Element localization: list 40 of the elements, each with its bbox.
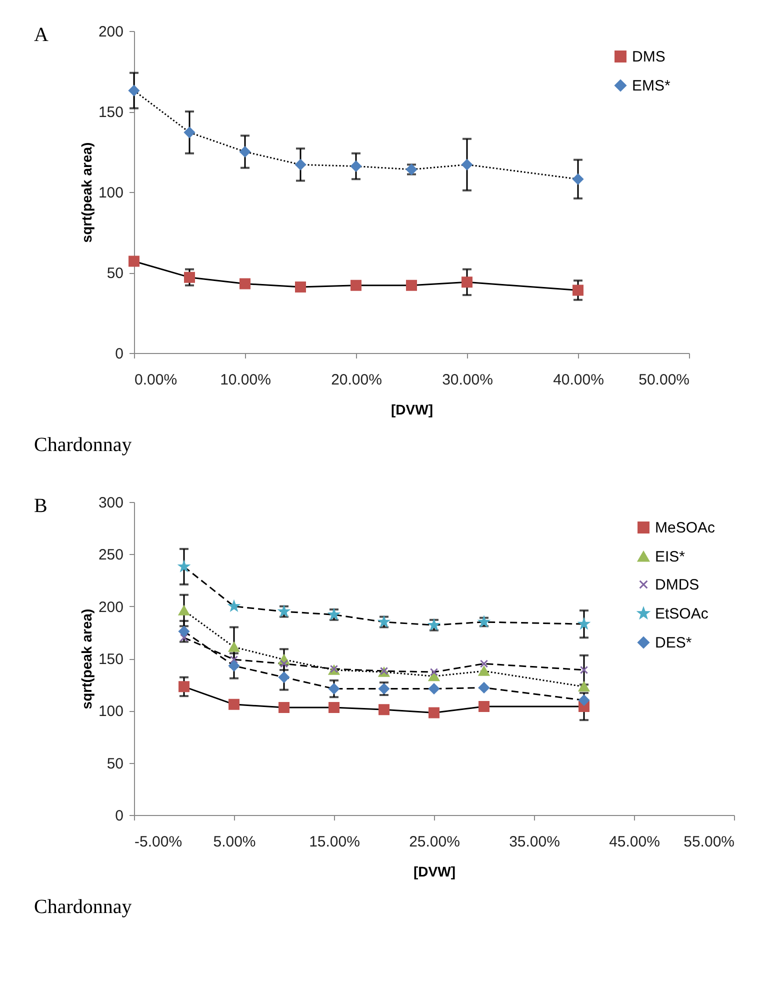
text: B: [34, 495, 48, 517]
y-tick-label: 100: [98, 184, 124, 202]
x-tick-label: 10.00%: [220, 372, 271, 388]
x-tick-label: 5.00%: [213, 834, 256, 850]
x-tick-label: 20.00%: [331, 372, 382, 388]
x-tick-label: 30.00%: [442, 372, 493, 388]
x-tick-label: -5.00%: [134, 834, 182, 850]
y-tick-label: 100: [98, 703, 124, 720]
y-tick-label: 250: [98, 546, 124, 564]
legend-label: EMS*: [632, 78, 671, 94]
text: Chardonnay: [34, 434, 132, 456]
y-tick-label: 50: [106, 265, 124, 282]
x-tick-label: 25.00%: [409, 834, 460, 850]
y-tick-label: 150: [98, 651, 124, 668]
legend-label: EtSOAc: [655, 606, 709, 622]
y-tick-label: 50: [106, 755, 124, 772]
text: A: [34, 24, 49, 46]
x-tick-label: 15.00%: [309, 834, 360, 850]
x-axis-title: [DVW]: [391, 402, 433, 418]
y-tick-label: 300: [98, 494, 124, 512]
legend-label: DES*: [655, 634, 692, 652]
y-tick-label: 200: [98, 24, 124, 40]
text: Chardonnay: [34, 896, 132, 918]
legend-label: EIS*: [655, 548, 686, 566]
y-tick-label: 150: [98, 104, 124, 121]
legend-label: DMS: [632, 48, 666, 66]
x-tick-label: 55.00%: [684, 834, 734, 850]
x-tick-label: 50.00%: [638, 372, 690, 388]
y-tick-label: 0: [115, 346, 124, 362]
y-axis-title: sqrt(peak area): [78, 142, 94, 243]
x-tick-label: 40.00%: [553, 372, 604, 388]
legend-label: DMDS: [655, 576, 700, 594]
x-tick-label: 45.00%: [609, 834, 660, 850]
y-tick-label: 200: [98, 598, 124, 616]
y-axis-title: sqrt(peak area): [78, 608, 94, 710]
legend-label: MeSOAc: [655, 520, 716, 536]
x-axis-title: [DVW]: [414, 864, 456, 880]
y-tick-label: 0: [115, 808, 124, 824]
x-tick-label: 35.00%: [509, 834, 560, 850]
x-tick-label: 0.00%: [134, 372, 178, 388]
